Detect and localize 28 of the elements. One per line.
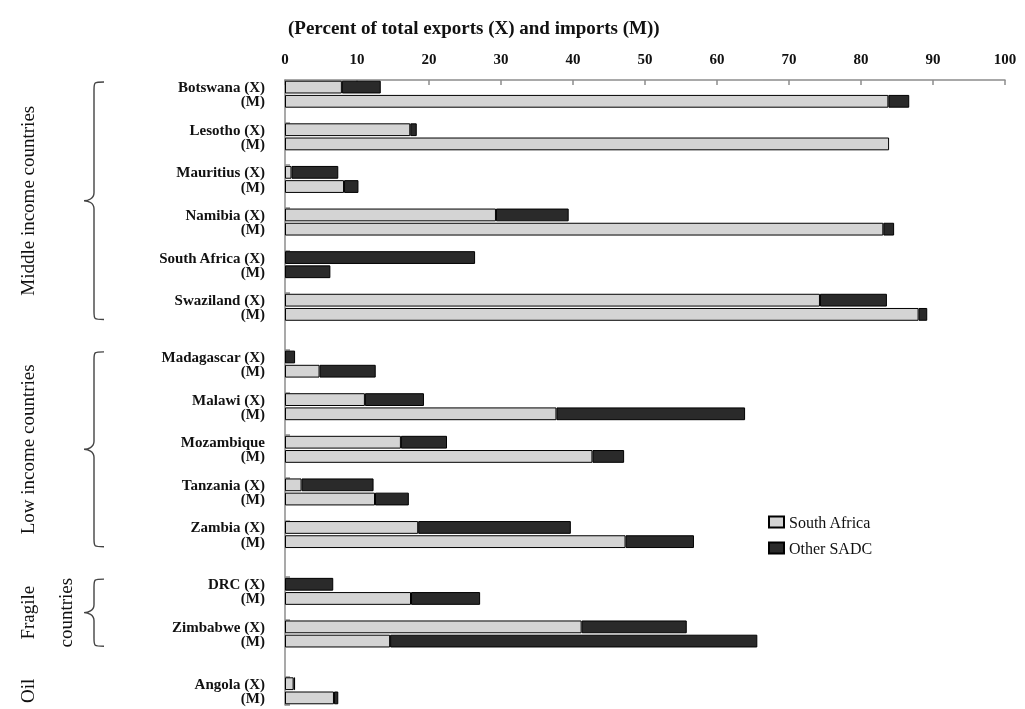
x-tick-label: 50 — [637, 50, 653, 67]
y-tick-label: Zimbabwe (X) — [172, 618, 265, 636]
text: Fragile countries — [16, 577, 76, 648]
x-tick-label: 100 — [993, 50, 1017, 67]
y-tick-label: Tanzania (X) — [181, 476, 265, 494]
y-tick-label: Mauritius (X) — [176, 164, 265, 182]
x-tick-label: 20 — [421, 50, 437, 67]
x-tick-label: 60 — [709, 50, 725, 67]
y-tick-label: DRC (X) — [207, 576, 265, 594]
text: Middle income countries — [16, 105, 38, 296]
y-tick-label: Botswana (X) — [177, 79, 265, 97]
x-tick-label: 10 — [349, 50, 365, 67]
x-tick-label: 40 — [565, 50, 581, 67]
y-tick-label: Madagascar (X) — [161, 348, 265, 366]
legend-label: South Africa — [789, 513, 871, 531]
x-tick-label: 30 — [493, 50, 509, 67]
x-axis-title: (Percent of total exports (X) and imports (M)) — [288, 17, 660, 39]
y-tick-label: Zambia (X) — [190, 519, 265, 537]
text: Low income countries — [16, 364, 38, 535]
legend-label: Other SADC — [789, 539, 873, 557]
y-tick-label: Mozambique — [180, 434, 266, 451]
text: Oil — [16, 678, 38, 703]
x-tick-label: 0 — [281, 50, 289, 67]
y-tick-label: Swaziland (X) — [174, 292, 265, 310]
y-tick-label: Namibia (X) — [185, 206, 265, 224]
x-tick-label: 90 — [925, 50, 941, 67]
x-tick-label: 80 — [853, 50, 869, 67]
x-tick-label: 70 — [781, 50, 797, 67]
